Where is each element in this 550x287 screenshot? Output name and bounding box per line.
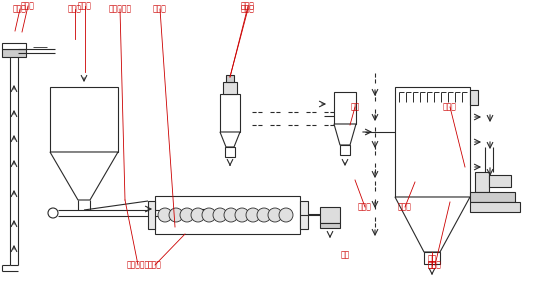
Polygon shape xyxy=(470,90,478,105)
Text: 进料斗: 进料斗 xyxy=(78,1,92,11)
Circle shape xyxy=(235,208,249,222)
Text: 螺旋送料机: 螺旋送料机 xyxy=(126,261,150,269)
Circle shape xyxy=(224,208,238,222)
Circle shape xyxy=(48,208,58,218)
Polygon shape xyxy=(395,87,470,197)
Circle shape xyxy=(169,208,183,222)
Polygon shape xyxy=(2,43,26,49)
Text: 提升机: 提升机 xyxy=(13,5,27,13)
Text: 引风机: 引风机 xyxy=(443,102,457,112)
Polygon shape xyxy=(470,202,520,212)
Text: 进料斗: 进料斗 xyxy=(68,5,82,13)
Polygon shape xyxy=(340,145,350,155)
Text: 球磨机: 球磨机 xyxy=(148,261,162,269)
Text: 细粉: 细粉 xyxy=(427,261,437,269)
Text: 袋尘器: 袋尘器 xyxy=(428,261,442,269)
Circle shape xyxy=(191,208,205,222)
Polygon shape xyxy=(148,201,155,229)
Polygon shape xyxy=(424,252,440,264)
Circle shape xyxy=(213,208,227,222)
Text: 旋风器: 旋风器 xyxy=(358,203,372,212)
Polygon shape xyxy=(2,49,26,57)
Circle shape xyxy=(202,208,216,222)
Circle shape xyxy=(257,208,271,222)
Polygon shape xyxy=(475,172,489,192)
Text: 分级机: 分级机 xyxy=(241,5,255,13)
Polygon shape xyxy=(226,75,234,82)
Polygon shape xyxy=(470,192,515,202)
Polygon shape xyxy=(320,223,340,228)
Polygon shape xyxy=(155,196,300,234)
Circle shape xyxy=(180,208,194,222)
Text: 风机: 风机 xyxy=(350,102,360,112)
Text: 提升机: 提升机 xyxy=(21,1,35,11)
Circle shape xyxy=(279,208,293,222)
Text: 粗粉: 粗粉 xyxy=(340,251,350,259)
Polygon shape xyxy=(220,94,240,132)
Circle shape xyxy=(246,208,260,222)
Polygon shape xyxy=(200,209,212,217)
Polygon shape xyxy=(220,132,240,147)
Polygon shape xyxy=(50,152,118,200)
Polygon shape xyxy=(50,87,118,152)
Polygon shape xyxy=(334,124,356,145)
Polygon shape xyxy=(334,92,356,124)
Polygon shape xyxy=(300,201,308,229)
Text: 细粉: 细粉 xyxy=(427,255,437,263)
Text: 分级机: 分级机 xyxy=(241,1,255,11)
Circle shape xyxy=(268,208,282,222)
Polygon shape xyxy=(489,175,511,187)
Text: 成品粉: 成品粉 xyxy=(398,203,412,212)
Text: 螺旋送料机: 螺旋送料机 xyxy=(108,5,131,13)
Polygon shape xyxy=(225,147,235,157)
Polygon shape xyxy=(320,207,340,223)
Polygon shape xyxy=(395,197,470,252)
Circle shape xyxy=(158,208,172,222)
Polygon shape xyxy=(223,82,237,94)
Text: 球磨机: 球磨机 xyxy=(153,5,167,13)
